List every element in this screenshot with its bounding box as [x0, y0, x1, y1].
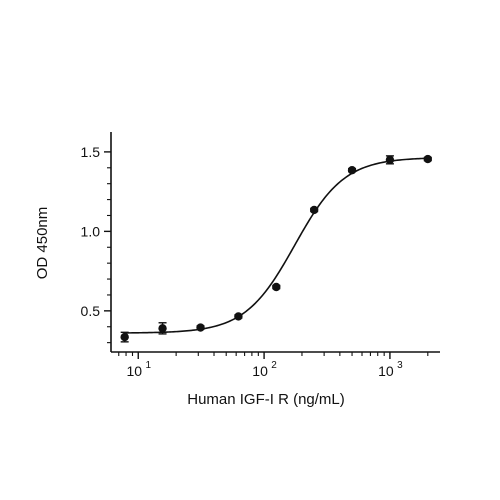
y-tick-label: 1.5	[81, 144, 101, 160]
x-tick-label: 10	[378, 363, 394, 379]
x-ticks: 10 1 10 2 10 3	[118, 352, 429, 379]
data-point	[196, 323, 205, 332]
y-axis-title: OD 450nm	[34, 207, 51, 280]
data-point	[120, 332, 129, 342]
data-point	[385, 155, 395, 165]
data-point	[347, 165, 357, 175]
x-tick-exponent: 1	[145, 360, 151, 371]
x-axis-title: Human IGF-I R (ng/mL)	[187, 391, 345, 408]
fit-curve	[124, 157, 428, 334]
axes	[110, 132, 440, 353]
data-point	[309, 205, 319, 215]
y-ticks: 0.5 1.0 1.5	[81, 144, 111, 344]
y-tick-label: 1.0	[81, 223, 101, 239]
data-point	[423, 154, 433, 164]
data-points	[120, 154, 433, 343]
x-tick-exponent: 3	[397, 360, 403, 371]
x-tick-exponent: 2	[271, 360, 277, 371]
data-point	[272, 282, 281, 292]
data-point	[234, 312, 243, 321]
y-tick-label: 0.5	[81, 303, 101, 319]
x-tick-label: 10	[126, 363, 142, 379]
x-tick-label: 10	[252, 363, 268, 379]
data-point	[158, 324, 167, 333]
